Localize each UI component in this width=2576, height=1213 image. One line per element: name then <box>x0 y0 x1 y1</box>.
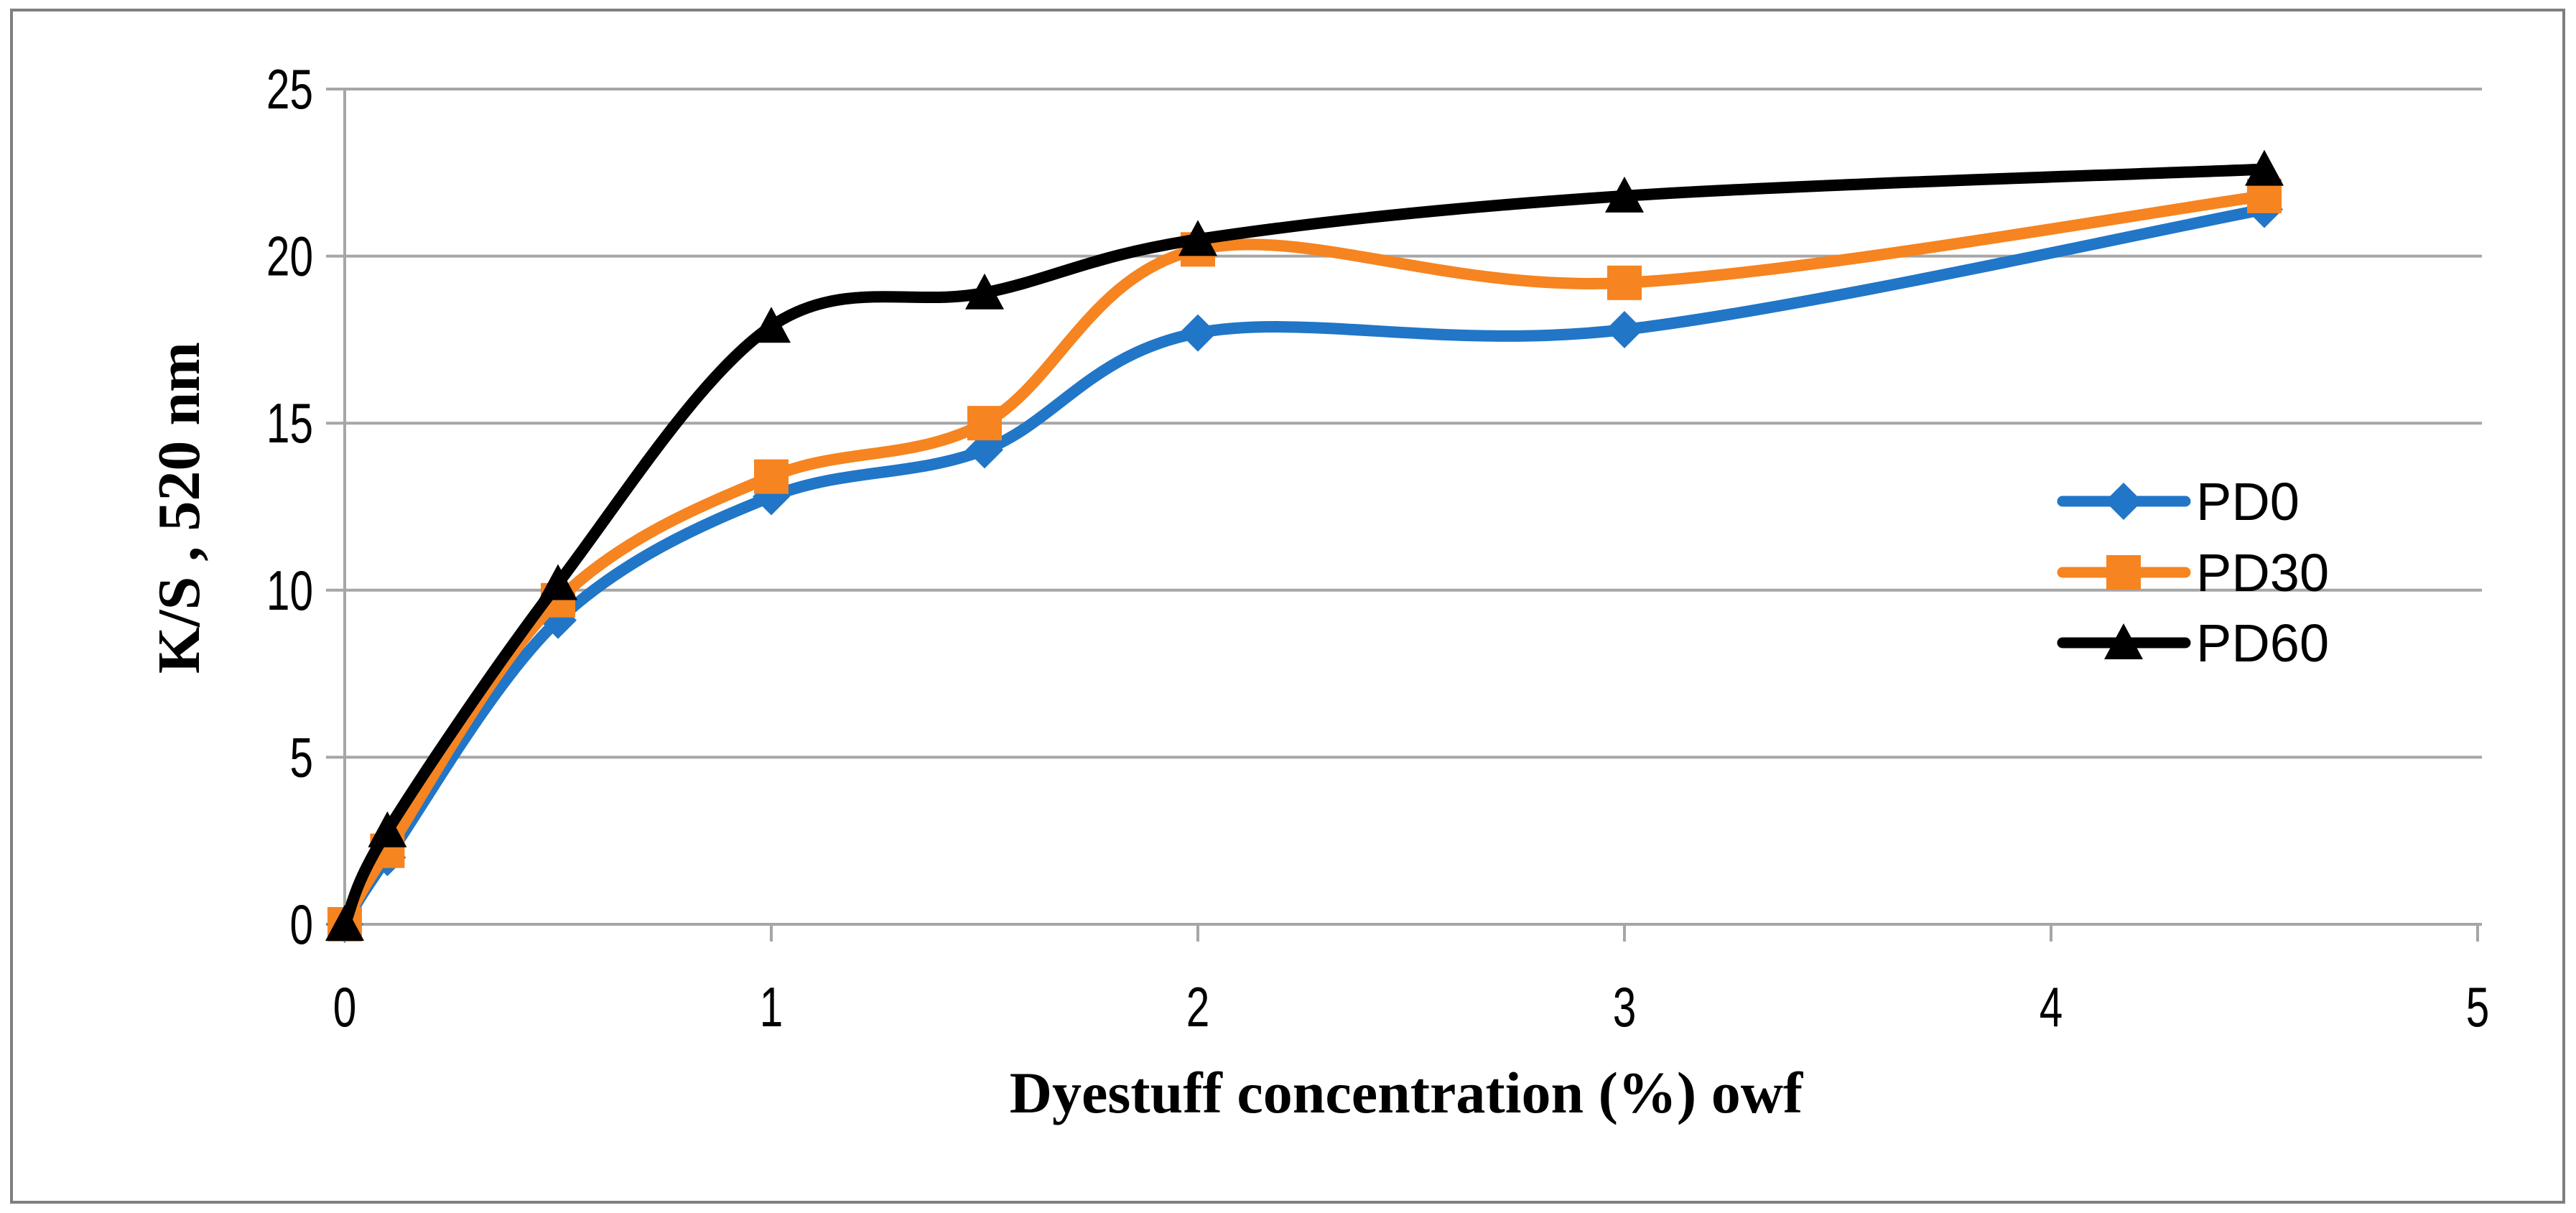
legend: PD0 PD30 PD60 <box>2057 472 2329 673</box>
legend-marker-pd60 <box>2104 623 2143 659</box>
x-tick-label-5: 5 <box>2466 976 2490 1038</box>
series-lines <box>325 149 2284 943</box>
x-tick-label-1: 1 <box>760 976 784 1038</box>
x-tick-label-0: 0 <box>333 976 357 1038</box>
series-marker-pd30-6 <box>1607 265 1642 300</box>
figure-border <box>10 9 2565 1204</box>
y-axis-title: K/S , 520 nm <box>146 342 213 674</box>
series-marker-pd0-5 <box>1179 314 1217 352</box>
legend-swatch-pd0 <box>2057 483 2191 520</box>
legend-swatch-pd30 <box>2057 555 2191 590</box>
x-tick-label-3: 3 <box>1613 976 1637 1038</box>
series-marker-pd60-3 <box>752 307 791 343</box>
series-marker-pd60-7 <box>2245 149 2284 186</box>
gridlines <box>345 88 2482 926</box>
y-tick-label-0: 0 <box>289 893 313 956</box>
series-marker-pd30-3 <box>754 459 789 494</box>
y-tick-label-15: 15 <box>266 392 313 455</box>
legend-item-pd0: PD0 <box>2057 472 2300 531</box>
legend-label-pd0: PD0 <box>2196 472 2300 531</box>
series-marker-pd0-4 <box>966 431 1003 469</box>
series-marker-pd60-0 <box>325 905 364 941</box>
legend-marker-pd0 <box>2105 483 2142 520</box>
series-marker-pd60-4 <box>965 273 1004 310</box>
x-axis-title: Dyestuff concentration (%) owf <box>1010 1060 1804 1125</box>
y-tick-label-20: 20 <box>266 225 313 287</box>
series-marker-pd30-4 <box>967 406 1002 441</box>
legend-item-pd60: PD60 <box>2057 613 2329 673</box>
series-marker-pd60-2 <box>539 564 577 600</box>
series-marker-pd60-6 <box>1605 176 1644 213</box>
y-tick-label-5: 5 <box>289 726 313 789</box>
x-tick-labels: 0 1 2 3 4 5 <box>333 976 2490 1038</box>
series-marker-pd0-6 <box>1606 310 1643 348</box>
x-tick-label-2: 2 <box>1186 976 1210 1038</box>
series-marker-pd60-5 <box>1178 220 1217 256</box>
legend-marker-pd30 <box>2106 555 2141 590</box>
legend-item-pd30: PD30 <box>2057 543 2329 603</box>
y-tick-label-25: 25 <box>266 58 313 121</box>
series-line-pd0 <box>339 203 2270 930</box>
legend-label-pd60: PD60 <box>2196 613 2329 673</box>
legend-label-pd30: PD30 <box>2196 543 2329 603</box>
series-pd60 <box>325 149 2284 941</box>
x-tick-label-4: 4 <box>2040 976 2063 1038</box>
y-tick-label-10: 10 <box>266 559 313 622</box>
series-marker-pd60-1 <box>368 811 407 847</box>
y-tick-labels: 0 5 10 15 20 25 <box>266 58 313 956</box>
legend-swatch-pd60 <box>2057 623 2191 659</box>
